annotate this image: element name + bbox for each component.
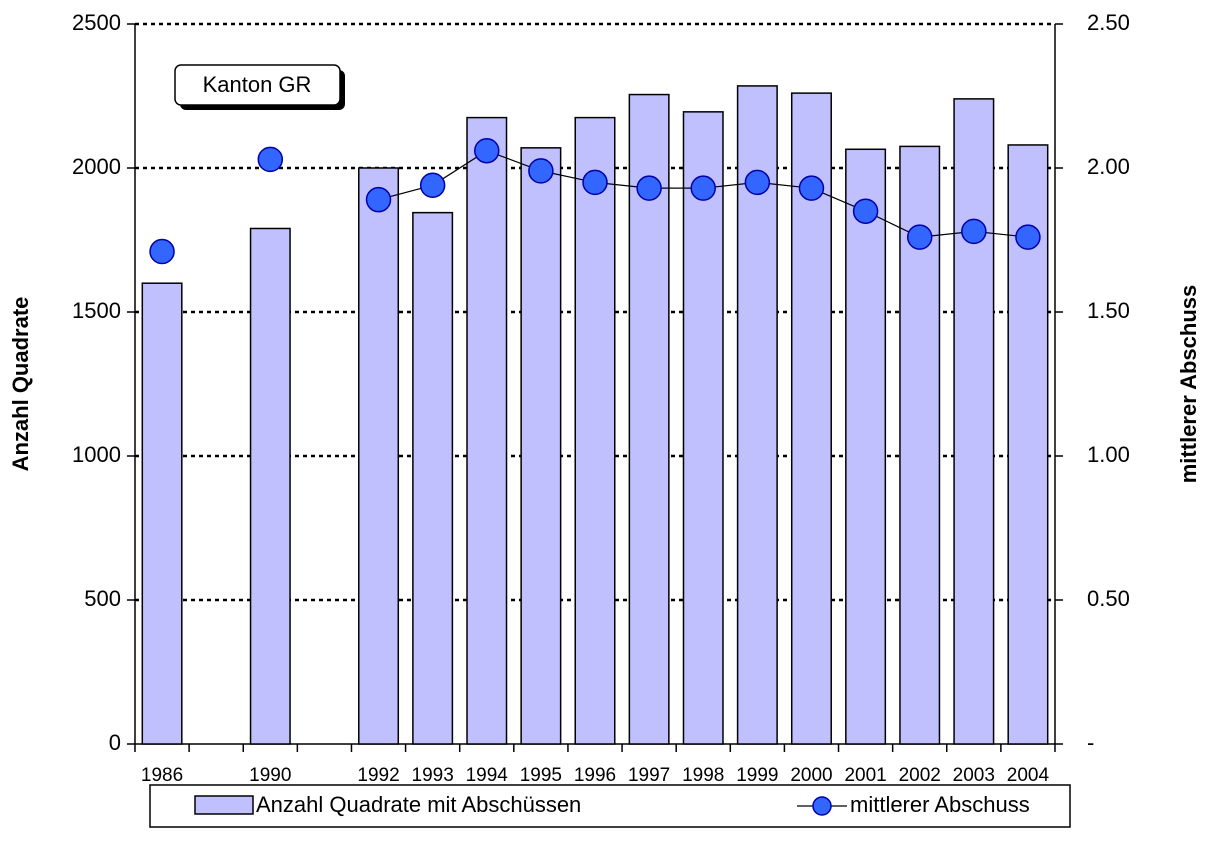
point xyxy=(906,224,933,250)
y2-axis-label: mittlerer Abschuss xyxy=(1176,285,1201,483)
x-tick-label: 2000 xyxy=(790,765,832,786)
legend-marker xyxy=(812,796,832,816)
bar xyxy=(520,147,562,745)
legend-label: Anzahl Quadrate mit Abschüssen xyxy=(256,792,581,817)
y-axis-label: Anzahl Quadrate xyxy=(8,297,33,472)
x-tick-label: 1992 xyxy=(357,765,399,786)
bar xyxy=(736,85,778,745)
bar xyxy=(845,148,887,745)
x-tick-label: 1994 xyxy=(466,765,509,786)
x-tick-label: 2001 xyxy=(844,765,886,786)
y-tick-label: 1000 xyxy=(72,442,121,467)
point xyxy=(961,218,987,245)
y2-tick-label: - xyxy=(1087,730,1094,755)
point xyxy=(474,137,500,164)
x-tick-label: 1996 xyxy=(574,765,616,786)
x-tick-label: 1995 xyxy=(520,765,562,786)
y-tick-label: 2000 xyxy=(72,154,121,179)
x-tick-label: 2002 xyxy=(899,765,941,786)
y-tick-label: 500 xyxy=(84,586,121,611)
point xyxy=(798,175,825,201)
point xyxy=(419,172,446,199)
point xyxy=(528,158,554,184)
bar xyxy=(249,227,291,745)
point xyxy=(852,198,879,224)
x-tick-label: 1998 xyxy=(682,765,724,786)
point xyxy=(690,175,716,201)
point xyxy=(365,186,392,213)
annotation: Kanton GR xyxy=(203,72,312,97)
bar xyxy=(466,116,508,745)
legend-label: mittlerer Abschuss xyxy=(850,792,1030,817)
y2-tick-label: 2.50 xyxy=(1087,10,1130,35)
x-tick-label: 1990 xyxy=(249,765,291,786)
bar xyxy=(628,93,670,745)
point xyxy=(1015,224,1041,250)
x-tick-label: 1986 xyxy=(141,765,183,786)
bar xyxy=(682,111,724,745)
x-tick-label: 1999 xyxy=(736,765,778,786)
x-tick-label: 1993 xyxy=(412,765,454,786)
point xyxy=(582,169,608,196)
y2-tick-label: 1.00 xyxy=(1087,442,1130,467)
bar xyxy=(141,282,183,745)
legend-swatch xyxy=(194,795,254,815)
point xyxy=(744,169,771,196)
y-tick-label: 0 xyxy=(109,730,121,755)
x-tick-label: 1997 xyxy=(628,765,670,786)
annotation-box xyxy=(174,64,341,106)
bar xyxy=(574,116,616,745)
bar xyxy=(953,98,995,745)
y-tick-label: 2500 xyxy=(72,10,121,35)
bar xyxy=(412,211,454,745)
y2-tick-label: 2.00 xyxy=(1087,154,1130,179)
x-tick-label: 2004 xyxy=(1007,765,1050,786)
point xyxy=(636,175,662,201)
legend-box xyxy=(149,784,1071,828)
bar xyxy=(790,92,832,745)
y-tick-label: 1500 xyxy=(72,298,121,323)
y2-tick-label: 1.50 xyxy=(1087,298,1130,323)
y2-tick-label: 0.50 xyxy=(1087,586,1130,611)
x-tick-label: 2003 xyxy=(953,765,995,786)
point xyxy=(149,238,175,265)
point xyxy=(257,146,284,173)
bar xyxy=(358,167,400,745)
